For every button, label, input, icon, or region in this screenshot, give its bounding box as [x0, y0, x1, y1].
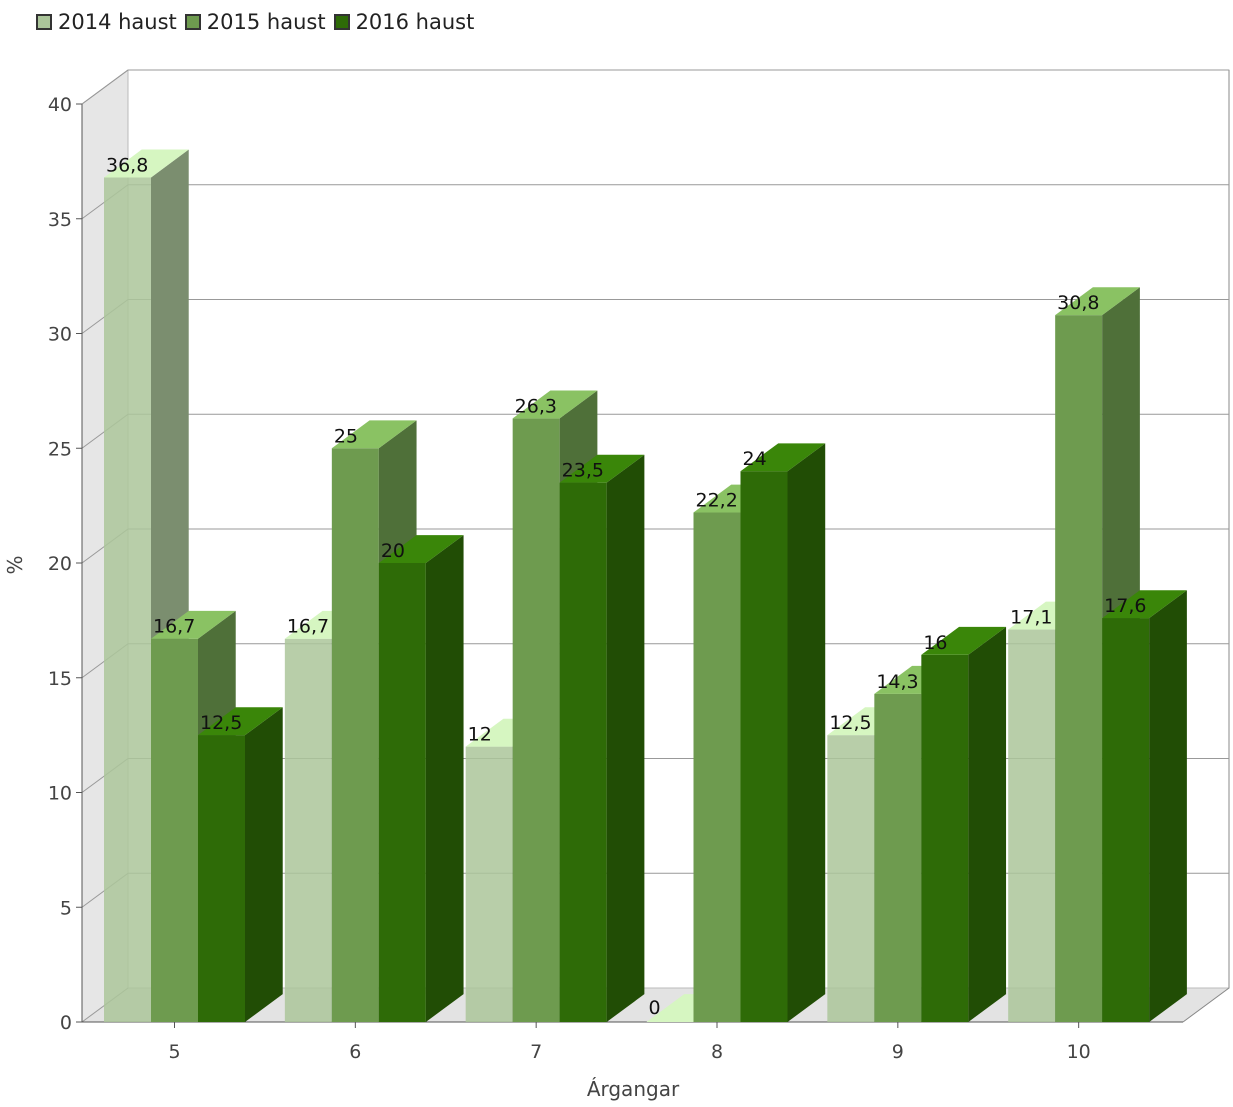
legend-swatch-2016	[333, 14, 350, 30]
legend-swatch-2015	[184, 14, 201, 30]
data-label: 22,2	[696, 490, 738, 512]
data-label: 12,5	[829, 712, 871, 734]
bar	[198, 707, 283, 1022]
right-edge	[1182, 70, 1230, 1023]
legend-label-2014: 2014 haust	[58, 10, 177, 34]
bar	[921, 626, 1007, 1022]
x-tick-label: 10	[1067, 1041, 1091, 1063]
bar-top	[1102, 590, 1187, 619]
bar-front	[1055, 315, 1103, 1022]
bar-front	[331, 448, 379, 1022]
data-label: 36,8	[106, 154, 148, 176]
y-tick-label: 25	[48, 438, 72, 460]
bar-side	[1149, 590, 1187, 1022]
legend-label-2016: 2016 haust	[355, 10, 475, 34]
bar-side	[245, 707, 283, 1022]
bar-front	[198, 735, 245, 1022]
legend-item-2015: 2015 haust	[184, 10, 326, 34]
data-label: 0	[649, 997, 661, 1019]
bar-top	[331, 420, 417, 449]
bar-front	[378, 563, 426, 1022]
data-label: 16,7	[153, 616, 195, 638]
bar-top	[104, 149, 189, 178]
bars	[104, 149, 1187, 1022]
bar-top	[921, 626, 1007, 655]
x-tick-label: 9	[892, 1041, 904, 1063]
data-label: 23,5	[562, 460, 604, 482]
legend-swatch-2014	[36, 14, 52, 30]
y-tick-label: 30	[48, 324, 72, 346]
bar-front	[512, 418, 560, 1022]
bar-front	[921, 654, 969, 1022]
bar-side	[968, 626, 1007, 1022]
x-tick-label: 7	[530, 1041, 542, 1063]
bar-front	[151, 638, 198, 1022]
data-label: 17,1	[1010, 607, 1052, 629]
data-label: 17,6	[1104, 595, 1146, 617]
bar-front	[1008, 629, 1056, 1022]
chart-legend: 2014 haust 2015 haust 2016 haust	[36, 8, 482, 36]
data-label: 16,7	[287, 616, 329, 638]
bar-front	[1102, 618, 1150, 1022]
bar-front	[874, 693, 922, 1022]
data-label: 20	[381, 540, 405, 562]
data-label: 30,8	[1057, 292, 1099, 314]
bar	[378, 535, 464, 1022]
bar	[559, 454, 645, 1022]
bar-front	[740, 471, 788, 1022]
bar-side	[425, 535, 464, 1022]
axes: 0 5 10 15 20 25 30 35 40 5 6 7 8 9 10	[48, 94, 1183, 1063]
x-tick-label: 8	[711, 1041, 723, 1063]
x-tick-label: 6	[349, 1041, 361, 1063]
bar-front	[465, 746, 513, 1022]
legend-item-2016: 2016 haust	[333, 10, 475, 34]
bar-top	[740, 443, 826, 472]
bar-top	[512, 390, 598, 419]
data-label: 16	[923, 632, 947, 654]
x-tick-label: 5	[168, 1041, 180, 1063]
data-label: 26,3	[515, 395, 557, 417]
bar	[1102, 590, 1187, 1022]
bar-side	[787, 443, 826, 1022]
bar-top	[198, 707, 283, 736]
legend-item-2014: 2014 haust	[36, 10, 177, 34]
y-tick-label: 0	[60, 1012, 72, 1034]
bar-side	[606, 454, 645, 1022]
data-label: 12	[468, 724, 492, 746]
y-tick-label: 40	[48, 94, 72, 116]
x-axis-title: Árgangar	[587, 1077, 680, 1101]
bar-top	[378, 535, 464, 563]
data-label: 14,3	[876, 671, 918, 693]
y-axis-title: %	[3, 555, 27, 574]
bar-front	[284, 638, 332, 1022]
bar-top	[559, 454, 645, 483]
bar-front	[827, 735, 875, 1022]
bar-top	[1055, 287, 1140, 316]
y-tick-label: 5	[60, 897, 72, 919]
legend-label-2015: 2015 haust	[206, 10, 326, 34]
y-tick-label: 20	[48, 553, 72, 575]
bar-front	[559, 482, 607, 1022]
y-tick-label: 35	[48, 209, 72, 231]
bar	[1055, 287, 1140, 1022]
data-label: 12,5	[200, 712, 242, 734]
gridline-diagonal	[81, 69, 129, 105]
y-tick-label: 15	[48, 668, 72, 690]
bar-top	[151, 610, 236, 639]
y-tick-label: 10	[48, 783, 72, 805]
bar-front	[693, 512, 741, 1022]
data-label: 24	[743, 448, 767, 470]
data-label: 25	[334, 425, 358, 447]
value-labels: 36,8 16,7 12,5 16,7 25 20 12 26,3 23,5 0 22,224 12,…	[106, 154, 1146, 1019]
bar	[740, 443, 826, 1022]
bar-front	[104, 177, 151, 1022]
